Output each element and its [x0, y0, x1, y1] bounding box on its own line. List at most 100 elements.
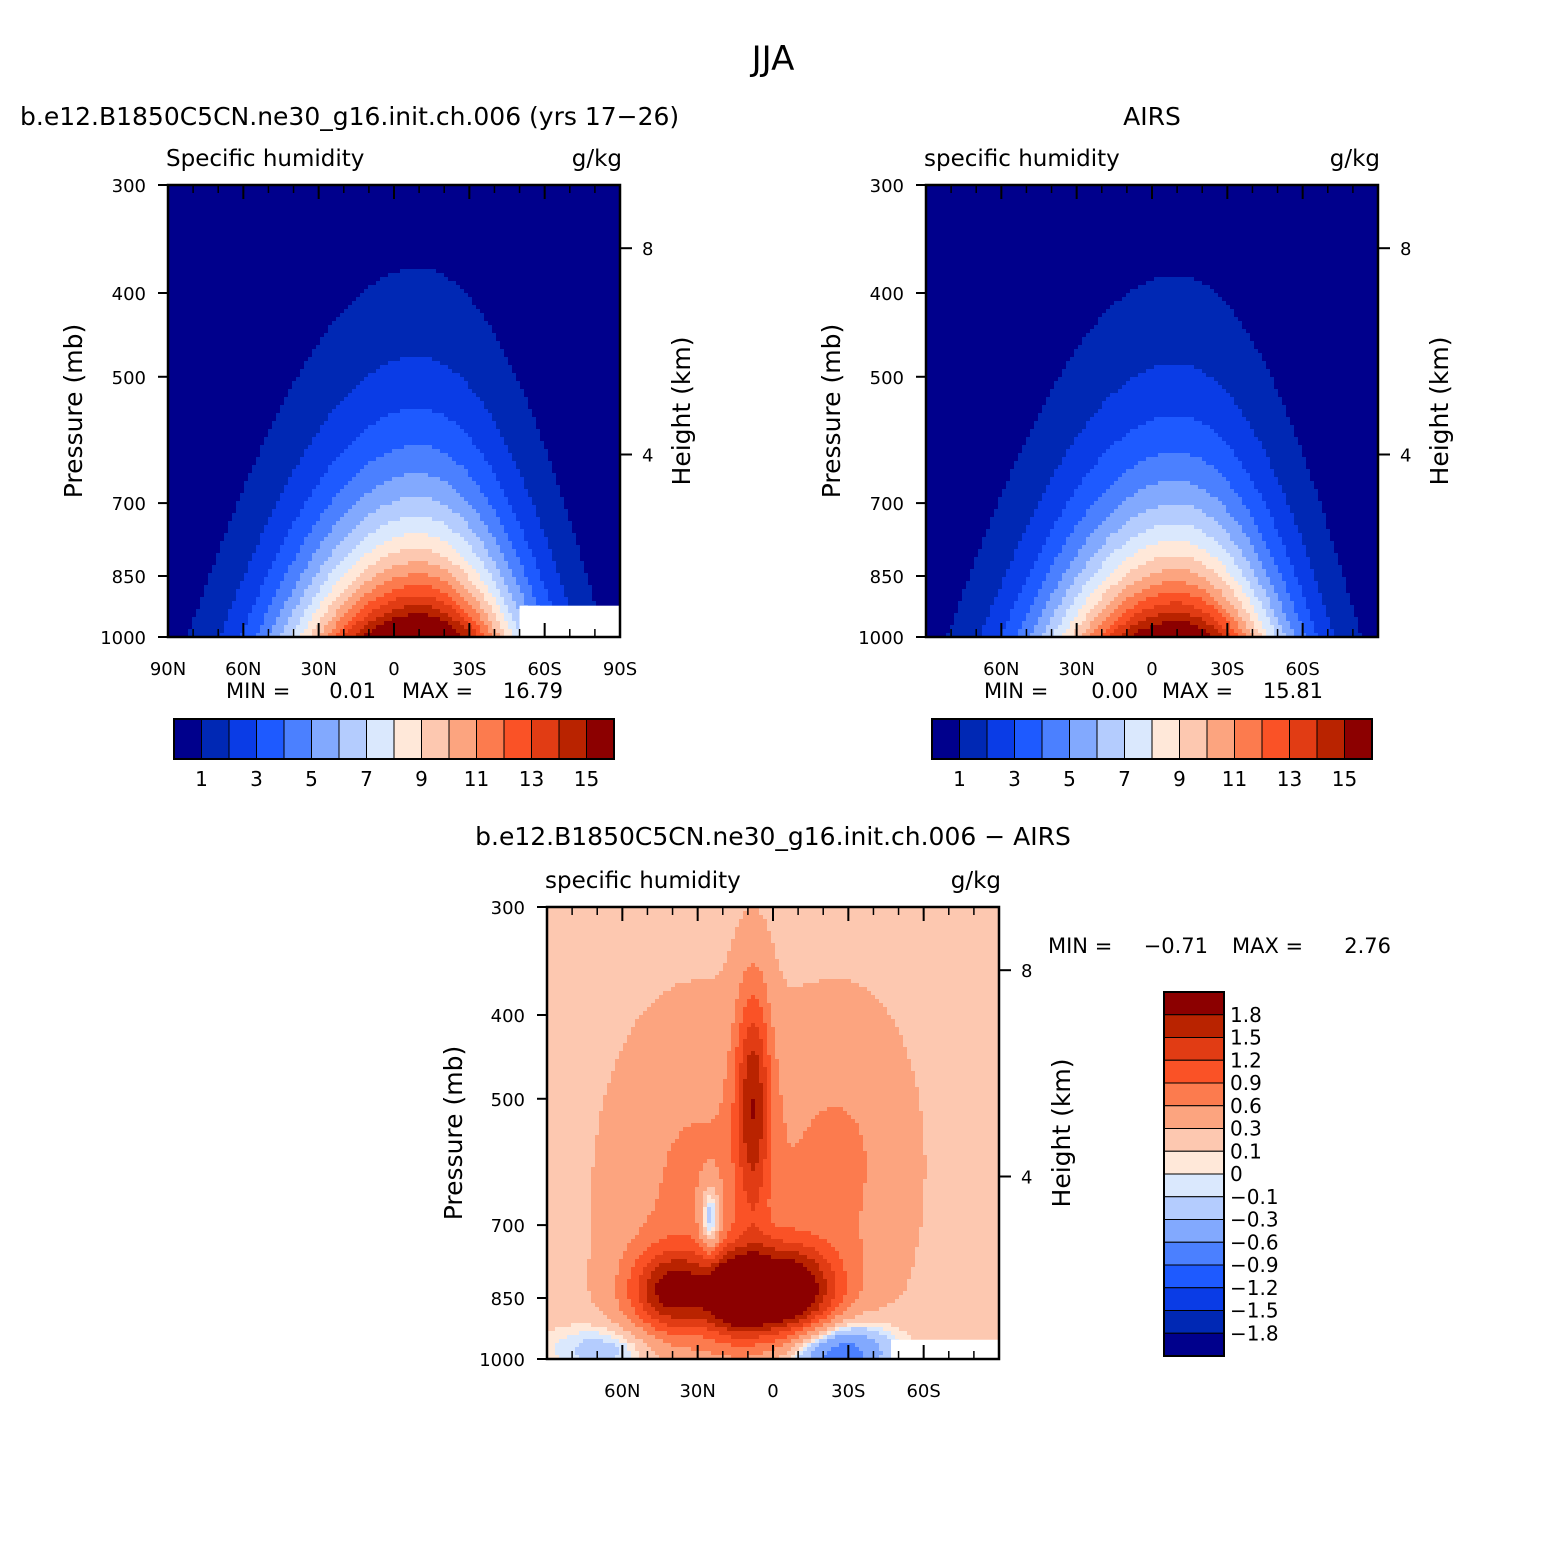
- contour-fill: [440, 273, 445, 366]
- contour-fill: [1118, 441, 1123, 478]
- contour-fill: [1054, 609, 1059, 630]
- contour-fill: [823, 1279, 828, 1296]
- contour-fill: [472, 553, 477, 570]
- contour-fill: [799, 1243, 804, 1256]
- contour-fill: [1270, 377, 1275, 470]
- contour-fill: [1194, 369, 1199, 422]
- contour-fill: [587, 907, 592, 1260]
- contour-fill: [1266, 369, 1271, 458]
- contour-fill: [272, 185, 277, 422]
- contour-fill: [695, 979, 700, 1124]
- contour-fill: [827, 1263, 832, 1308]
- contour-fill: [663, 1315, 668, 1324]
- contour-fill: [1070, 533, 1075, 562]
- contour-fill: [1146, 485, 1151, 510]
- contour-fill: [1114, 393, 1119, 442]
- contour-fill: [364, 593, 369, 606]
- contour-fill: [400, 609, 405, 618]
- contour-fill: [819, 907, 824, 980]
- contour-fill: [464, 541, 469, 562]
- contour-fill: [651, 1307, 656, 1320]
- contour-fill: [615, 1275, 620, 1300]
- contour-fill: [715, 1167, 720, 1196]
- contour-fill: [998, 185, 1003, 498]
- contour-fill: [707, 1203, 712, 1208]
- colorbar-label: −1.5: [1230, 1299, 1279, 1323]
- contour-fill: [791, 1335, 796, 1340]
- contour-fill: [703, 1235, 708, 1244]
- contour-fill: [815, 1347, 820, 1359]
- contour-fill: [978, 549, 983, 637]
- contour-fill: [304, 185, 309, 362]
- contour-fill: [1318, 501, 1323, 594]
- contour-fill: [1298, 621, 1303, 637]
- contour-fill: [388, 413, 393, 454]
- contour-fill: [420, 561, 425, 574]
- y-tick-label: 400: [491, 1006, 525, 1027]
- contour-fill: [919, 907, 924, 1112]
- contour-fill: [1050, 389, 1055, 478]
- contour-fill: [1246, 537, 1251, 562]
- contour-fill: [472, 585, 477, 598]
- contour-fill: [1178, 525, 1183, 542]
- contour-fill: [587, 1323, 592, 1332]
- contour-fill: [1318, 185, 1323, 502]
- contour-fill: [1306, 185, 1311, 470]
- contour-fill: [771, 1259, 776, 1324]
- contour-fill: [480, 633, 485, 637]
- contour-fill: [300, 617, 305, 634]
- contour-fill: [591, 1167, 596, 1304]
- contour-fill: [659, 1183, 664, 1240]
- contour-fill: [671, 1335, 676, 1348]
- contour-fill: [172, 185, 177, 637]
- contour-fill: [1122, 545, 1127, 562]
- contour-fill: [1034, 625, 1039, 637]
- contour-fill: [324, 333, 329, 422]
- y-tick-label: 850: [112, 567, 146, 588]
- contour-fill: [344, 449, 349, 486]
- contour-fill: [452, 565, 457, 578]
- contour-fill: [404, 617, 409, 637]
- contour-fill: [460, 465, 465, 498]
- contour-fill: [436, 521, 441, 538]
- contour-fill: [1102, 453, 1107, 494]
- contour-fill: [1170, 525, 1175, 542]
- contour-fill: [1094, 573, 1099, 590]
- contour-fill: [272, 597, 277, 626]
- contour-fill: [587, 1291, 592, 1324]
- contour-fill: [1070, 621, 1075, 637]
- contour-fill: [472, 185, 477, 306]
- contour-fill: [775, 1239, 780, 1252]
- contour-fill: [835, 1323, 840, 1328]
- contour-fill: [252, 185, 257, 466]
- contour-fill: [779, 1347, 784, 1356]
- contour-fill: [420, 533, 425, 550]
- contour-fill: [855, 907, 860, 984]
- contour-fill: [400, 565, 405, 578]
- contour-fill: [508, 593, 513, 614]
- contour-fill: [1274, 593, 1279, 618]
- contour-fill: [1230, 605, 1235, 618]
- contour-fill: [464, 613, 469, 622]
- contour-fill: [811, 1351, 816, 1359]
- contour-fill: [384, 569, 389, 582]
- contour-fill: [555, 1343, 560, 1356]
- contour-fill: [480, 185, 485, 314]
- contour-fill: [779, 1355, 784, 1359]
- contour-fill: [1278, 601, 1283, 626]
- contour-fill: [460, 617, 465, 626]
- contour-fill: [1126, 557, 1131, 574]
- contour-fill: [316, 433, 321, 486]
- contour-fill: [1042, 545, 1047, 582]
- contour-fill: [316, 593, 321, 610]
- contour-fill: [524, 577, 529, 606]
- contour-fill: [799, 1231, 804, 1244]
- contour-fill: [424, 269, 429, 358]
- contour-fill: [412, 445, 417, 474]
- contour-fill: [380, 417, 385, 458]
- contour-fill: [332, 409, 337, 462]
- contour-fill: [1150, 185, 1155, 282]
- contour-fill: [655, 907, 660, 1000]
- contour-fill: [1090, 533, 1095, 558]
- contour-fill: [1118, 617, 1123, 626]
